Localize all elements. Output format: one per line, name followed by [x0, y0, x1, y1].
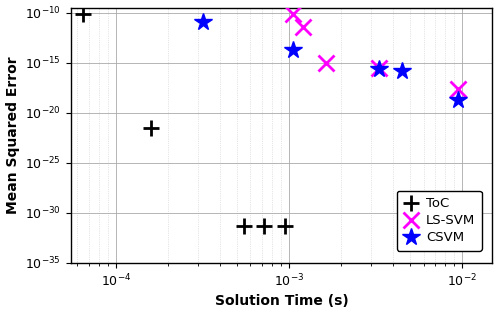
LS-SVM — [289, 12, 295, 15]
Legend: ToC, LS-SVM, CSVM: ToC, LS-SVM, CSVM — [397, 191, 482, 251]
ToC — [282, 224, 288, 228]
Line: ToC: ToC — [76, 6, 293, 234]
LS-SVM — [300, 25, 306, 29]
CSVM — [399, 69, 405, 73]
CSVM — [200, 20, 206, 24]
Y-axis label: Mean Squared Error: Mean Squared Error — [5, 57, 19, 214]
Line: CSVM: CSVM — [194, 13, 467, 109]
ToC — [241, 224, 247, 227]
CSVM — [289, 48, 295, 51]
Line: LS-SVM: LS-SVM — [285, 6, 466, 96]
ToC — [80, 12, 86, 15]
ToC — [148, 126, 154, 130]
CSVM — [375, 67, 381, 71]
X-axis label: Solution Time (s): Solution Time (s) — [215, 295, 349, 308]
LS-SVM — [324, 61, 330, 64]
CSVM — [455, 98, 461, 101]
LS-SVM — [375, 66, 381, 70]
LS-SVM — [455, 87, 461, 90]
ToC — [261, 224, 267, 227]
